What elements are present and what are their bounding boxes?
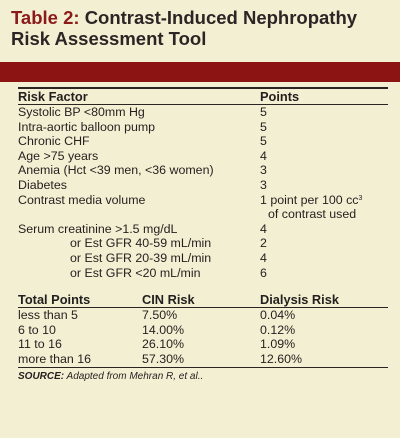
total-points-cell: 11 to 16 [18, 337, 62, 352]
risk-factor-header: Risk Factor [18, 89, 88, 104]
dialysis-risk-cell: 0.12% [260, 322, 296, 337]
top-rule [18, 87, 388, 89]
table-row: Intra-aortic balloon pump 5 [18, 120, 388, 135]
risk-factor-cell: or Est GFR 40-59 mL/min [70, 236, 212, 251]
total-points-cell: more than 16 [18, 351, 92, 366]
risk-factor-cell: or Est GFR 20-39 mL/min [70, 250, 212, 265]
dialysis-risk-header: Dialysis Risk [260, 292, 339, 308]
points-header: Points [260, 89, 300, 104]
dialysis-risk-cell: 1.09% [260, 337, 296, 352]
table-row: or Est GFR <20 mL/min 6 [18, 266, 388, 281]
points-text: 1 point per 100 cc [260, 192, 359, 207]
table-row: 6 to 10 14.00% 0.12% [18, 323, 388, 338]
risk-factor-cell: or Est GFR <20 mL/min [70, 265, 201, 280]
points-cell: 5 [260, 134, 267, 149]
title-color-bar [0, 62, 400, 82]
points-cell: 5 [260, 119, 267, 134]
points-cell: 6 [260, 265, 267, 280]
cin-risk-cell: 7.50% [142, 308, 178, 323]
points-cell: 3 [260, 163, 267, 178]
risk-factor-cell: Contrast media volume [18, 192, 146, 207]
section-spacer [18, 280, 388, 292]
total-points-header: Total Points [18, 292, 91, 308]
table-title: Table 2: Contrast-Induced Nephropathy Ri… [11, 7, 391, 49]
dialysis-risk-cell: 0.04% [260, 308, 296, 323]
risk-factor-cell: Age >75 years [18, 148, 99, 163]
risk-factor-cell: Intra-aortic balloon pump [18, 119, 156, 134]
points-cell: 2 [260, 236, 267, 251]
table-row: or Est GFR 20-39 mL/min 4 [18, 251, 388, 266]
table-body: Risk Factor Points Systolic BP <80mm Hg … [18, 87, 388, 383]
table-row: 11 to 16 26.10% 1.09% [18, 337, 388, 352]
cin-risk-cell: 26.10% [142, 337, 185, 352]
title-line-1: Contrast-Induced Nephropathy [84, 7, 358, 28]
points-cell: 4 [260, 250, 267, 265]
source-label: SOURCE: [18, 370, 65, 382]
table-row: Systolic BP <80mm Hg 5 [18, 105, 388, 120]
score-header-rule [18, 307, 388, 309]
risk-factor-cell: Anemia (Hct <39 men, <36 women) [18, 163, 214, 178]
score-header-row: Total Points CIN Risk Dialysis Risk [18, 292, 388, 307]
cin-risk-cell: 57.30% [142, 351, 185, 366]
table-row: Contrast media volume 1 point per 100 cc… [18, 193, 388, 222]
source-text: Adapted from Mehran R, et al.. [64, 370, 204, 382]
cin-risk-header: CIN Risk [142, 292, 195, 308]
risk-factor-cell: Systolic BP <80mm Hg [18, 105, 145, 119]
table-row: Anemia (Hct <39 men, <36 women) 3 [18, 163, 388, 178]
points-cell: 4 [260, 221, 267, 236]
table-row: Age >75 years 4 [18, 149, 388, 164]
table-number: Table 2: [11, 7, 80, 28]
table-row: Chronic CHF 5 [18, 134, 388, 149]
table-row: or Est GFR 40-59 mL/min 2 [18, 236, 388, 251]
table-row: less than 5 7.50% 0.04% [18, 308, 388, 323]
total-points-cell: 6 to 10 [18, 322, 56, 337]
bottom-rule [18, 366, 388, 368]
total-points-cell: less than 5 [18, 308, 78, 323]
risk-factor-header-row: Risk Factor Points [18, 89, 388, 104]
table-row: Diabetes 3 [18, 178, 388, 193]
points-cell: 1 point per 100 cc3 of contrast used [260, 193, 388, 222]
points-cell: 3 [260, 177, 267, 192]
table-row: Serum creatinine >1.5 mg/dL 4 [18, 222, 388, 237]
source-note: SOURCE: Adapted from Mehran R, et al.. [18, 371, 388, 383]
title-line-2: Risk Assessment Tool [11, 28, 207, 49]
points-text-continued: of contrast used [268, 207, 357, 222]
table-row: more than 16 57.30% 12.60% [18, 352, 388, 367]
points-cell: 4 [260, 148, 267, 163]
header-rule [18, 104, 388, 105]
risk-factor-cell: Chronic CHF [18, 134, 90, 149]
risk-factor-cell: Serum creatinine >1.5 mg/dL [18, 221, 178, 236]
points-cell: 5 [260, 105, 267, 119]
risk-factor-cell: Diabetes [18, 177, 67, 192]
cin-risk-cell: 14.00% [142, 322, 185, 337]
dialysis-risk-cell: 12.60% [260, 351, 303, 366]
cubic-superscript: 3 [358, 194, 363, 202]
